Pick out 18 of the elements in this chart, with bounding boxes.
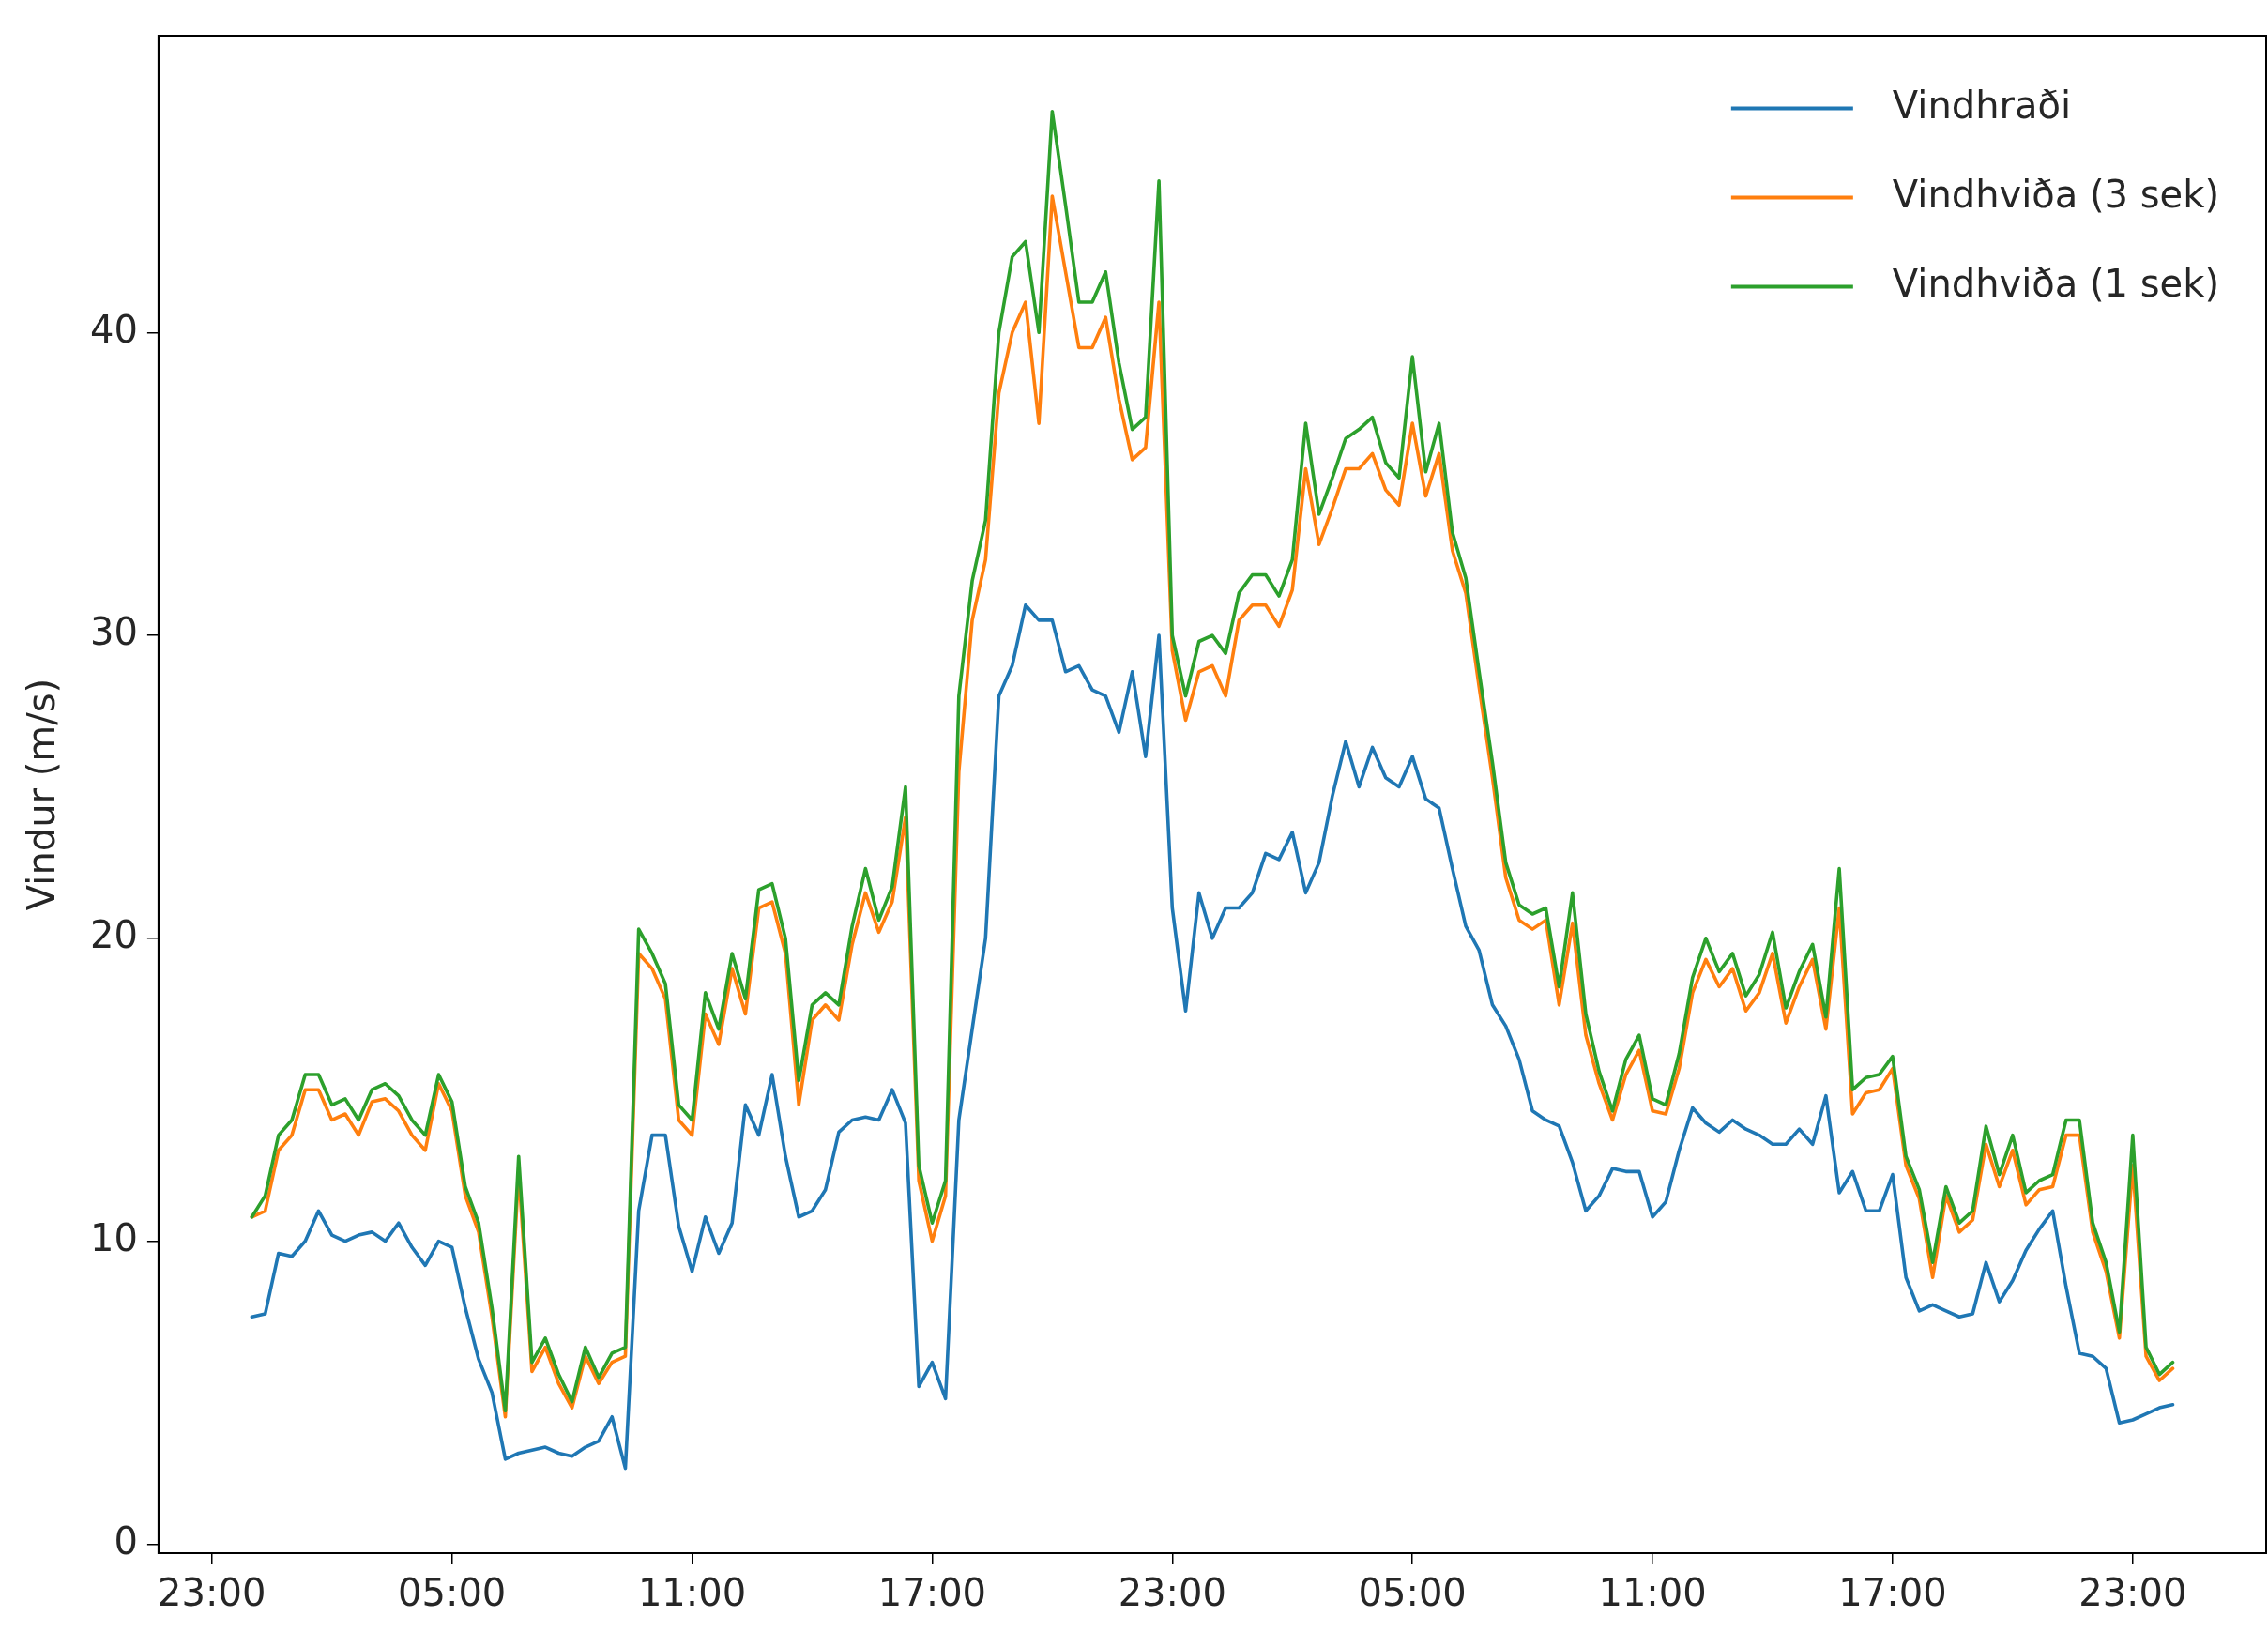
x-tick-label: 11:00 [1598, 1571, 1707, 1615]
y-tick-label: 40 [89, 307, 138, 351]
legend-label: Vindhviða (1 sek) [1892, 261, 2220, 305]
x-tick-label: 23:00 [158, 1571, 266, 1615]
y-axis-title: Vindur (m/s) [20, 678, 64, 911]
y-tick-label: 20 [89, 913, 138, 957]
x-tick-label: 11:00 [637, 1571, 747, 1615]
y-tick-label: 0 [114, 1518, 138, 1563]
x-tick-label: 23:00 [1118, 1571, 1226, 1615]
x-tick-label: 05:00 [398, 1571, 507, 1615]
legend-label: Vindhraði [1892, 83, 2072, 127]
y-tick-label: 30 [89, 610, 138, 654]
x-tick-label: 23:00 [2078, 1571, 2187, 1615]
x-tick-label: 17:00 [877, 1571, 987, 1615]
x-tick-label: 17:00 [1838, 1571, 1947, 1615]
y-tick-label: 10 [89, 1215, 138, 1259]
x-tick-label: 05:00 [1358, 1571, 1467, 1615]
legend-label: Vindhviða (3 sek) [1892, 172, 2220, 216]
